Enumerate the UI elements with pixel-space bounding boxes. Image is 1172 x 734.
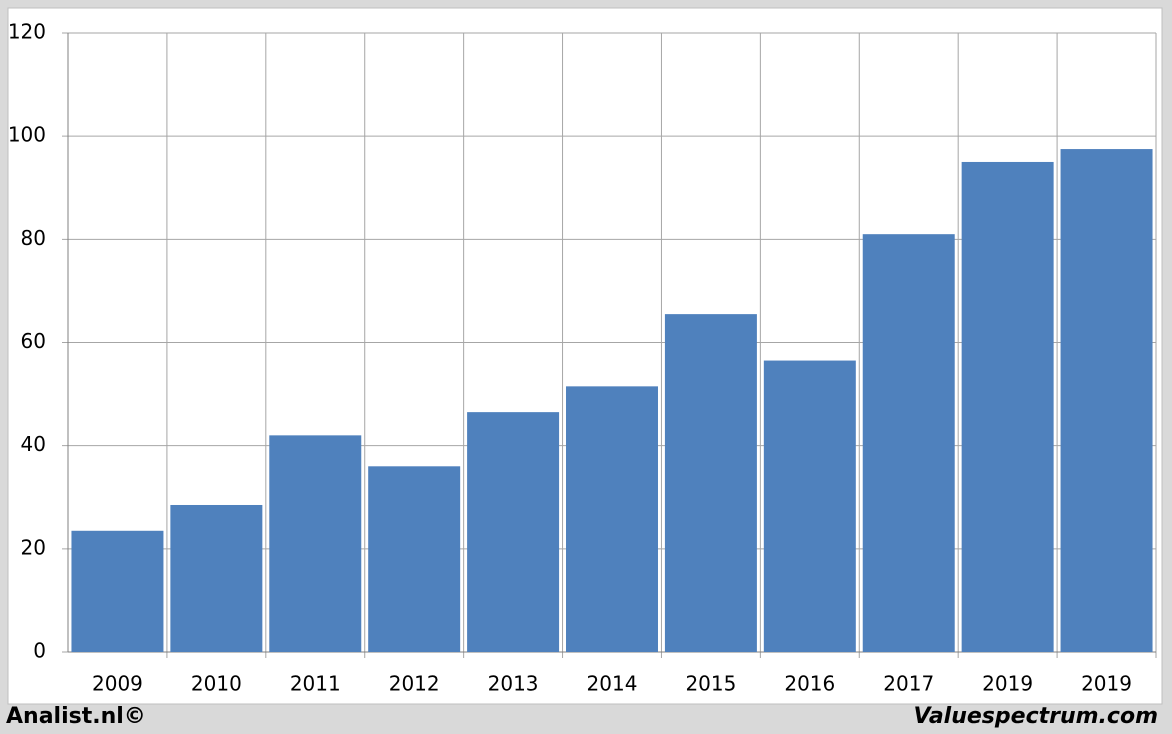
bar — [71, 530, 164, 652]
y-tick-label: 0 — [33, 639, 46, 663]
bar — [1060, 149, 1153, 652]
bar — [566, 386, 658, 652]
x-tick-label: 2014 — [587, 672, 638, 696]
y-tick-label: 100 — [8, 123, 46, 147]
x-tick-label: 2011 — [290, 672, 341, 696]
x-tick-label: 2017 — [883, 672, 934, 696]
bar — [763, 360, 856, 652]
bar — [269, 435, 362, 652]
y-tick-label: 20 — [21, 535, 46, 559]
x-tick-label: 2015 — [685, 672, 736, 696]
x-tick-label: 2019 — [1081, 672, 1132, 696]
y-tick-label: 120 — [8, 20, 46, 44]
x-tick-label: 2016 — [784, 672, 835, 696]
bar — [467, 412, 560, 652]
bar — [170, 504, 263, 652]
bar — [368, 466, 461, 652]
bar — [961, 161, 1054, 653]
footer-right: Valuespectrum.com — [914, 704, 1158, 729]
x-tick-label: 2013 — [488, 672, 539, 696]
bar — [664, 314, 757, 652]
x-tick-label: 2009 — [92, 672, 143, 696]
footer-left: Analist.nl© — [6, 704, 146, 729]
y-tick-label: 80 — [21, 226, 46, 250]
y-tick-label: 40 — [21, 432, 46, 456]
x-tick-label: 2010 — [191, 672, 242, 696]
y-tick-label: 60 — [21, 329, 46, 353]
x-tick-label: 2012 — [389, 672, 440, 696]
bar — [862, 234, 955, 653]
x-tick-label: 2019 — [982, 672, 1033, 696]
